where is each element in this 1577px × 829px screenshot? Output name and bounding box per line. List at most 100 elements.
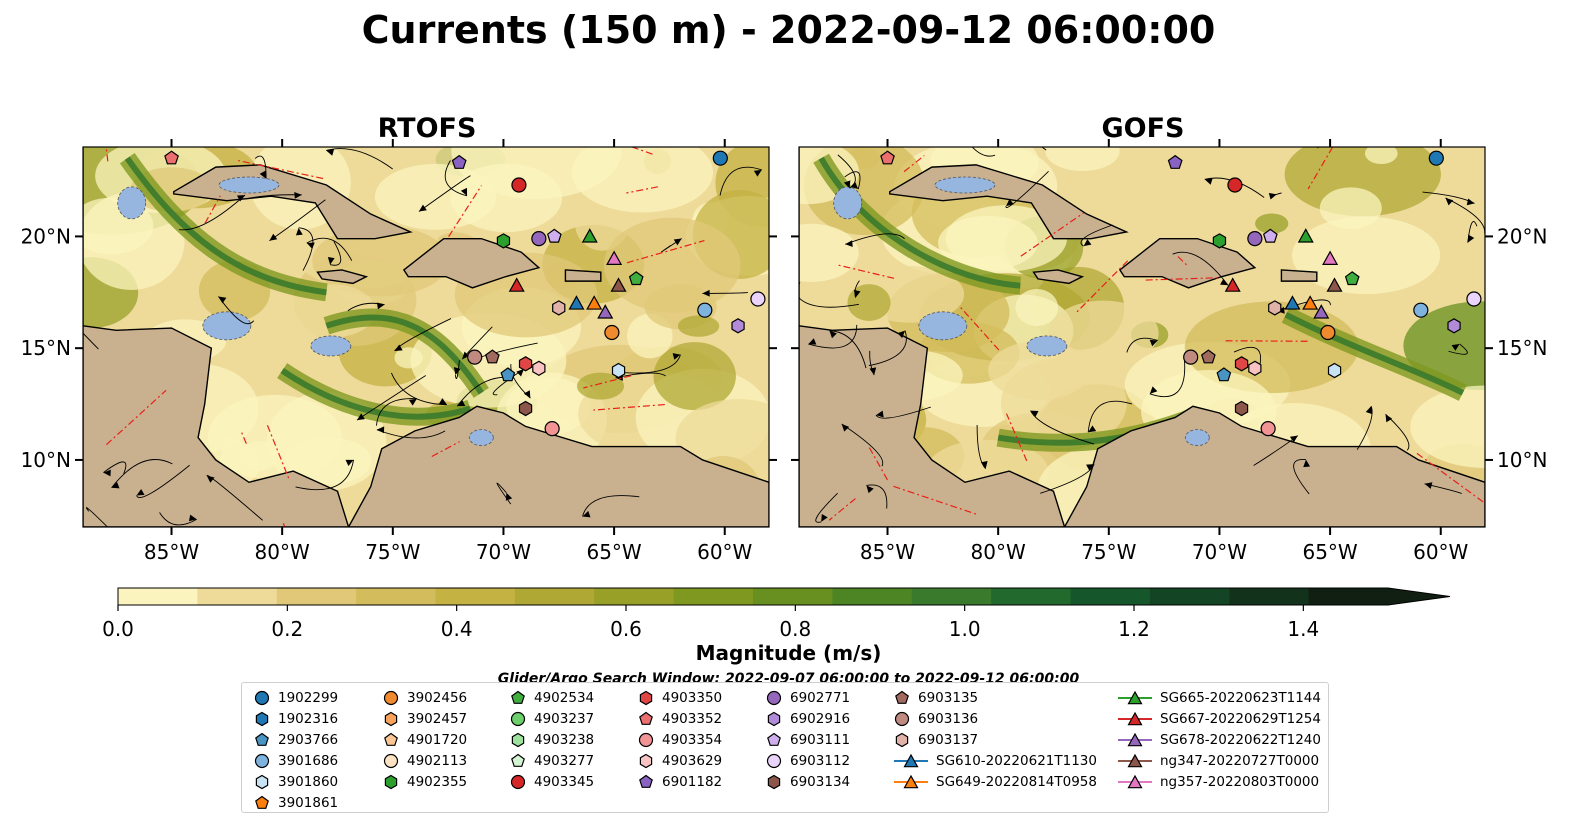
- streamline: [356, 375, 427, 421]
- legend-marker-circle: [766, 753, 782, 768]
- legend-marker-circle: [510, 774, 526, 789]
- legend-marker-hexagon: [384, 711, 398, 726]
- streamline-arrow: [843, 180, 851, 189]
- marker-6903112: [1466, 291, 1482, 307]
- legend-shape: [255, 711, 269, 726]
- colorbar-segment: [594, 588, 675, 605]
- streamline-arrow: [345, 459, 354, 467]
- legend-label: 4903345: [534, 773, 595, 790]
- legend-entry: 3901860: [254, 771, 338, 792]
- streamline-arrow: [1281, 126, 1289, 133]
- shallow-water: [202, 311, 252, 341]
- streamline: [875, 406, 932, 419]
- streamline: [866, 484, 888, 509]
- marker-1902299: [1428, 150, 1444, 166]
- land-mass: [402, 237, 541, 289]
- streamline-arrow: [1006, 198, 1014, 207]
- legend-label: SG649-20220814T0958: [936, 773, 1097, 790]
- marker-6903137: [552, 300, 566, 316]
- legend-column: 1902299 1902316 2903766 3901686 3901860 39018…: [254, 687, 338, 813]
- legend-label: 4902534: [534, 689, 595, 706]
- legend-shape: [639, 753, 653, 768]
- streamline-arrow: [1289, 435, 1298, 443]
- marker-6903136: [1183, 349, 1199, 365]
- legend-marker-hexagon: [384, 774, 398, 789]
- streamline-arrow: [1030, 410, 1039, 418]
- legend-entry: ng357-20220803T0000: [1118, 771, 1321, 792]
- magnitude-patch: [576, 372, 625, 400]
- marker-6903111: [546, 228, 562, 243]
- legend-shape: [895, 690, 909, 704]
- streamline: [1317, 147, 1319, 149]
- eez-boundary: [1225, 340, 1311, 342]
- marker-3901686: [1413, 302, 1429, 318]
- streamline: [1172, 251, 1229, 286]
- legend-shape: [510, 774, 526, 789]
- legend-label: 4903352: [662, 710, 723, 727]
- eez-boundary: [828, 498, 856, 521]
- land-mass: [799, 147, 1066, 527]
- streamline: [1149, 360, 1186, 398]
- marker-6902771: [531, 231, 547, 247]
- legend-label: 4903354: [662, 731, 723, 748]
- legend-triangle: [903, 774, 919, 788]
- colorbar-tick-label: 0.0: [102, 617, 134, 641]
- marker-4902534: [1344, 271, 1360, 286]
- streamline-arrow: [1149, 386, 1158, 394]
- legend-label: 4903238: [534, 731, 595, 748]
- eez-boundary: [105, 389, 167, 446]
- land-mass: [1032, 269, 1085, 285]
- marker-ng357-20220803t0000: [606, 250, 623, 265]
- shallow-water: [1026, 335, 1068, 357]
- colorbar-segment: [1070, 588, 1151, 605]
- streamline: [845, 233, 905, 245]
- legend-marker-hexagon: [255, 774, 269, 789]
- legend-marker-circle: [894, 711, 910, 726]
- legend-column: 4903350 4903352 4903354 4903629 6901182: [638, 687, 722, 792]
- legend-label: 4902113: [407, 752, 468, 769]
- legend-label: SG667-20220629T1254: [1160, 710, 1321, 727]
- legend-label: 6901182: [662, 773, 723, 790]
- legend-entry: 4903352: [638, 708, 722, 729]
- legend-entry: 4903277: [510, 750, 594, 771]
- marker-sg649-20220814t0958: [586, 295, 603, 310]
- legend-entry: 4903354: [638, 729, 722, 750]
- legend-marker-hexagon: [895, 732, 909, 747]
- eez-boundary: [1145, 277, 1221, 281]
- marker-4903629: [1248, 360, 1262, 376]
- streamline-arrow: [376, 302, 385, 310]
- marker-4902355: [496, 233, 511, 249]
- streamline-arrow: [964, 138, 972, 145]
- legend-shape: [767, 774, 781, 789]
- legend-label: 3901860: [278, 773, 339, 790]
- colorbar-segment: [514, 588, 595, 605]
- magnitude-patch: [677, 315, 720, 337]
- marker-6902916: [731, 318, 745, 334]
- streamline-arrow: [505, 492, 513, 501]
- legend-shape: [511, 753, 525, 767]
- marker-6901182: [1167, 154, 1183, 169]
- y-tick-label: 10°N: [21, 448, 71, 472]
- streamline-arrow: [408, 398, 417, 406]
- colorbar-tick-label: 1.2: [1118, 617, 1150, 641]
- legend-entry: 4902534: [510, 687, 594, 708]
- magnitude-patch: [1045, 147, 1120, 172]
- legend-entry: 1902316: [254, 708, 338, 729]
- streamline: [418, 175, 471, 212]
- eez-boundary: [593, 403, 665, 411]
- streamline-arrow: [841, 424, 850, 432]
- magnitude-patch: [653, 342, 736, 411]
- legend-marker-pentagon: [384, 732, 398, 746]
- legend-marker-hexagon: [767, 711, 781, 726]
- streamline: [492, 368, 525, 396]
- streamline: [1040, 463, 1095, 494]
- land-mass: [1280, 269, 1318, 282]
- legend-entry: 3902457: [383, 708, 467, 729]
- eez-boundary: [1005, 413, 1028, 462]
- legend-entry: SG649-20220814T0958: [894, 771, 1097, 792]
- y-tick-label: 15°N: [21, 336, 71, 360]
- marker-6903134: [1234, 400, 1249, 417]
- colorbar-segment: [118, 588, 198, 605]
- marker-1902299: [712, 150, 728, 166]
- legend-entry: 3901686: [254, 750, 338, 771]
